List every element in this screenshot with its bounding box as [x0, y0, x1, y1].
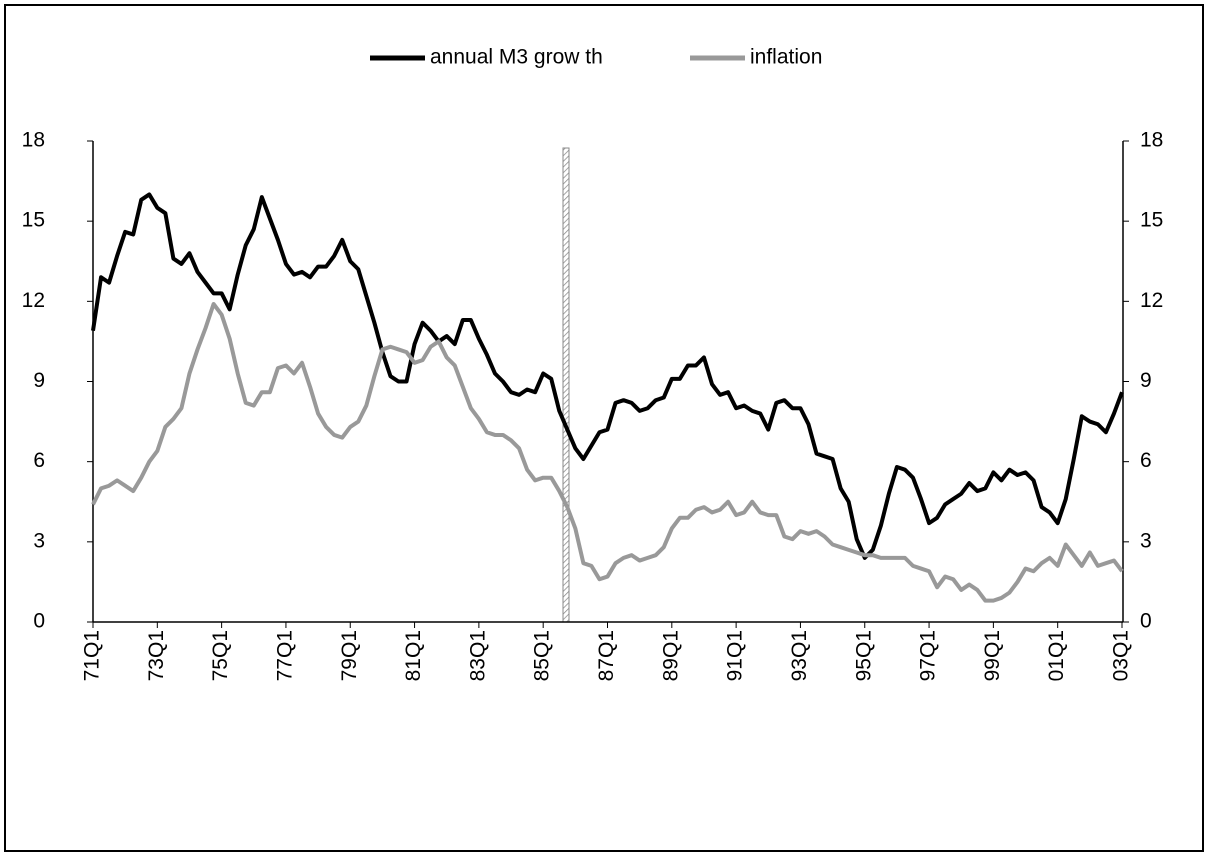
y2-tick-label: 9: [1140, 369, 1152, 392]
legend-label: inflation: [750, 46, 822, 69]
x-tick-label: 03Q1: [1110, 630, 1133, 681]
y2-tick-label: 12: [1140, 289, 1163, 312]
x-tick-label: 89Q1: [659, 630, 682, 681]
y-tick-label: 0: [33, 610, 45, 633]
x-tick-label: 93Q1: [788, 630, 811, 681]
y-tick-label: 9: [33, 369, 45, 392]
y2-tick-label: 0: [1140, 610, 1152, 633]
y-tick-label: 6: [33, 449, 45, 472]
x-tick-label: 81Q1: [402, 630, 425, 681]
x-tick-label: 79Q1: [338, 630, 361, 681]
y2-tick-label: 18: [1140, 129, 1163, 152]
x-tick-label: 77Q1: [273, 630, 296, 681]
x-tick-label: 91Q1: [724, 630, 747, 681]
x-tick-label: 71Q1: [81, 630, 104, 681]
y-tick-label: 12: [22, 289, 45, 312]
y2-tick-label: 15: [1140, 209, 1163, 232]
legend-label: annual M3 grow th: [430, 46, 603, 69]
x-tick-label: 73Q1: [145, 630, 168, 681]
y2-tick-label: 3: [1140, 529, 1152, 552]
y-tick-label: 15: [22, 209, 45, 232]
series-line: [91, 302, 1124, 603]
x-tick-label: 01Q1: [1045, 630, 1068, 681]
x-tick-label: 75Q1: [209, 630, 232, 681]
period-marker: [562, 147, 570, 623]
x-tick-label: 95Q1: [852, 630, 875, 681]
y-tick-label: 18: [22, 129, 45, 152]
frame: [4, 4, 1204, 852]
series-line: [91, 192, 1124, 560]
y2-tick-label: 6: [1140, 449, 1152, 472]
x-tick-label: 97Q1: [917, 630, 940, 681]
x-tick-label: 83Q1: [466, 630, 489, 681]
x-tick-label: 85Q1: [531, 630, 554, 681]
y-tick-label: 3: [33, 529, 45, 552]
x-tick-label: 99Q1: [981, 630, 1004, 681]
x-tick-label: 87Q1: [595, 630, 618, 681]
